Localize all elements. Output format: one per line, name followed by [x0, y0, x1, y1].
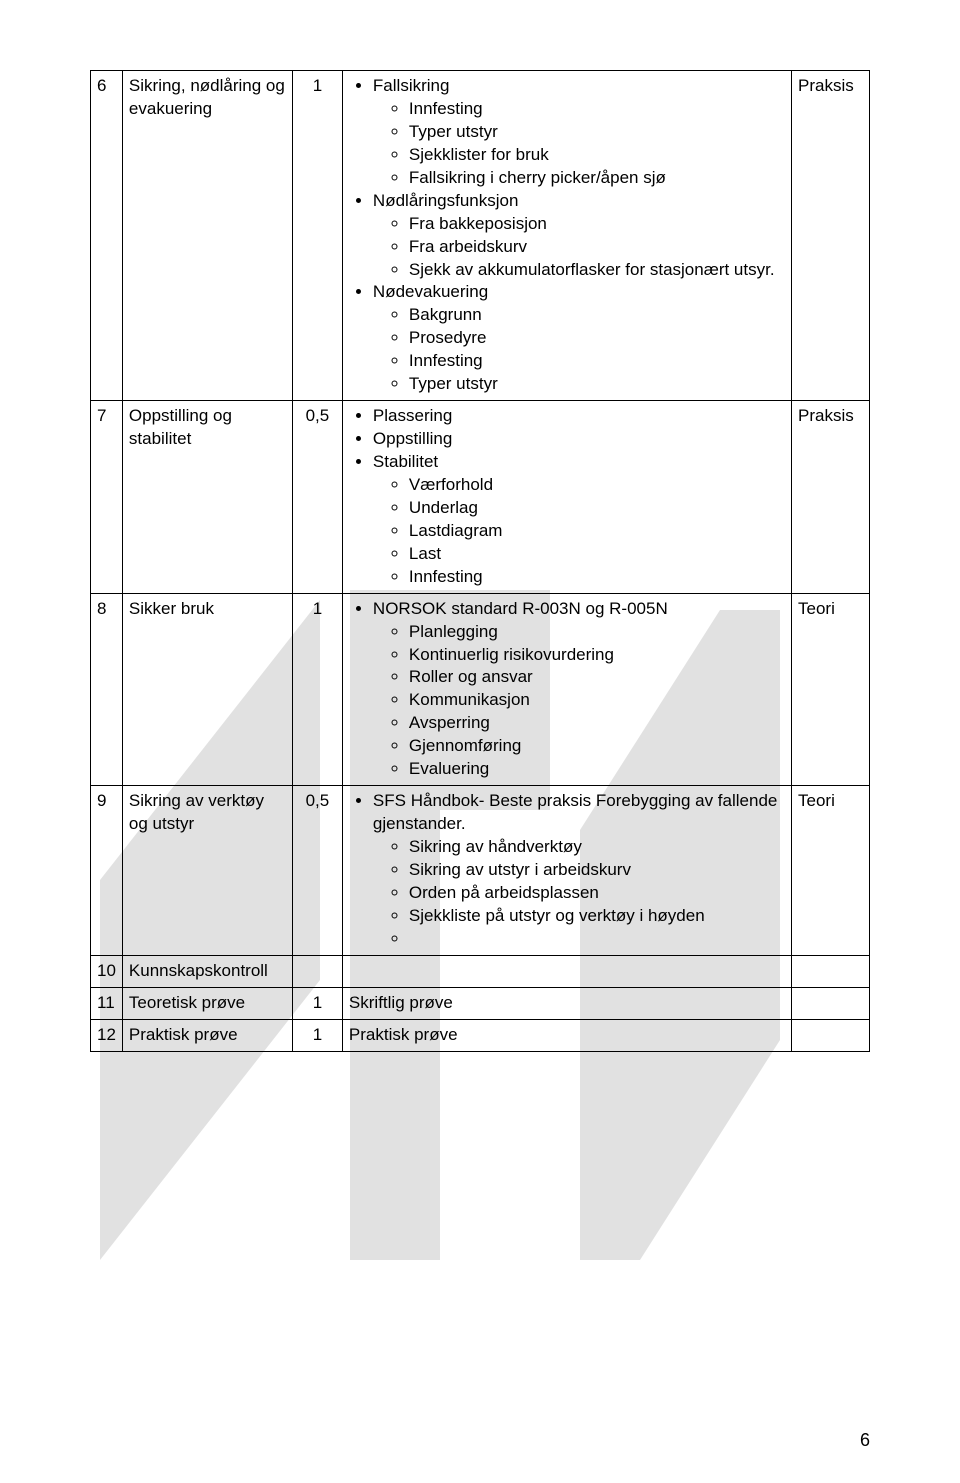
table-row: 8Sikker bruk1NORSOK standard R-003N og R… — [91, 593, 870, 786]
bullet-level2: Typer utstyr — [409, 373, 785, 396]
bullet-level2: Sikring av utstyr i arbeidskurv — [409, 859, 785, 882]
module-number: 10 — [91, 955, 123, 987]
module-duration: 1 — [292, 1019, 342, 1051]
module-type: Teori — [792, 786, 870, 956]
module-duration: 1 — [292, 593, 342, 786]
bullet-level2: Sjekklister for bruk — [409, 144, 785, 167]
bullet-level1: FallsikringInnfestingTyper utstyrSjekkli… — [373, 75, 785, 190]
table-row: 6Sikring, nødlåring og evakuering1 Fallsi… — [91, 71, 870, 401]
module-number: 7 — [91, 401, 123, 594]
bullet-level1: SFS Håndbok- Beste praksis Forebygging a… — [373, 790, 785, 951]
table-row: 10Kunnskapskontroll — [91, 955, 870, 987]
module-duration: 1 — [292, 71, 342, 401]
bullet-level2: Værforhold — [409, 474, 785, 497]
bullet-level1: Plassering — [373, 405, 785, 428]
table-row: 12Praktisk prøve1Praktisk prøve — [91, 1019, 870, 1051]
bullet-level2: Innfesting — [409, 350, 785, 373]
bullet-level2: Fallsikring i cherry picker/åpen sjø — [409, 167, 785, 190]
bullet-level2: Gjennomføring — [409, 735, 785, 758]
bullet-level2: Sikring av håndverktøy — [409, 836, 785, 859]
module-type — [792, 1019, 870, 1051]
bullet-level2: Planlegging — [409, 621, 785, 644]
module-number: 11 — [91, 987, 123, 1019]
bullet-level1: NødevakueringBakgrunnProsedyreInnfesting… — [373, 281, 785, 396]
module-content: SFS Håndbok- Beste praksis Forebygging a… — [342, 786, 791, 956]
bullet-level2: Orden på arbeidsplassen — [409, 882, 785, 905]
bullet-level2: Fra bakkeposisjon — [409, 213, 785, 236]
table-row: 7Oppstilling og stabilitet0,5PlasseringO… — [91, 401, 870, 594]
module-type — [792, 955, 870, 987]
bullet-level2: Kontinuerlig risikovurdering — [409, 644, 785, 667]
bullet-level1: NødlåringsfunksjonFra bakkeposisjonFra a… — [373, 190, 785, 282]
table-row: 9Sikring av verktøy og utstyr0,5 SFS Hånd… — [91, 786, 870, 956]
bullet-level1: StabilitetVærforholdUnderlagLastdiagramL… — [373, 451, 785, 589]
module-content: Praktisk prøve — [342, 1019, 791, 1051]
module-duration — [292, 955, 342, 987]
module-duration: 1 — [292, 987, 342, 1019]
page-number: 6 — [860, 1430, 870, 1451]
bullet-level2 — [409, 928, 785, 951]
module-topic: Teoretisk prøve — [122, 987, 292, 1019]
module-content: FallsikringInnfestingTyper utstyrSjekkli… — [342, 71, 791, 401]
bullet-level2: Prosedyre — [409, 327, 785, 350]
module-type: Praksis — [792, 71, 870, 401]
module-content: PlasseringOppstillingStabilitetVærforhol… — [342, 401, 791, 594]
bullet-level2: Underlag — [409, 497, 785, 520]
bullet-level2: Last — [409, 543, 785, 566]
bullet-level1: NORSOK standard R-003N og R-005NPlanlegg… — [373, 598, 785, 782]
module-number: 12 — [91, 1019, 123, 1051]
module-topic: Sikring av verktøy og utstyr — [122, 786, 292, 956]
table-row: 11Teoretisk prøve1 Skriftlig prøve — [91, 987, 870, 1019]
bullet-level2: Innfesting — [409, 566, 785, 589]
module-topic: Praktisk prøve — [122, 1019, 292, 1051]
module-number: 6 — [91, 71, 123, 401]
bullet-level1: Oppstilling — [373, 428, 785, 451]
bullet-level2: Typer utstyr — [409, 121, 785, 144]
module-topic: Kunnskapskontroll — [122, 955, 292, 987]
module-topic: Sikring, nødlåring og evakuering — [122, 71, 292, 401]
module-type: Teori — [792, 593, 870, 786]
module-topic: Oppstilling og stabilitet — [122, 401, 292, 594]
module-content: Skriftlig prøve — [342, 987, 791, 1019]
bullet-level2: Roller og ansvar — [409, 666, 785, 689]
module-type: Praksis — [792, 401, 870, 594]
module-duration: 0,5 — [292, 786, 342, 956]
course-module-table: 6Sikring, nødlåring og evakuering1Fallsi… — [90, 70, 870, 1052]
bullet-level2: Fra arbeidskurv — [409, 236, 785, 259]
bullet-level2: Lastdiagram — [409, 520, 785, 543]
bullet-level2: Kommunikasjon — [409, 689, 785, 712]
plain-content: Praktisk prøve — [349, 1025, 458, 1044]
bullet-level2: Evaluering — [409, 758, 785, 781]
module-number: 8 — [91, 593, 123, 786]
module-content: NORSOK standard R-003N og R-005NPlanlegg… — [342, 593, 791, 786]
module-number: 9 — [91, 786, 123, 956]
module-content — [342, 955, 791, 987]
bullet-level2: Avsperring — [409, 712, 785, 735]
plain-content: Skriftlig prøve — [349, 993, 453, 1012]
module-topic: Sikker bruk — [122, 593, 292, 786]
module-duration: 0,5 — [292, 401, 342, 594]
bullet-level2: Sjekkliste på utstyr og verktøy i høyden — [409, 905, 785, 928]
module-type — [792, 987, 870, 1019]
bullet-level2: Sjekk av akkumulatorflasker for stasjonæ… — [409, 259, 785, 282]
bullet-level2: Innfesting — [409, 98, 785, 121]
bullet-level2: Bakgrunn — [409, 304, 785, 327]
